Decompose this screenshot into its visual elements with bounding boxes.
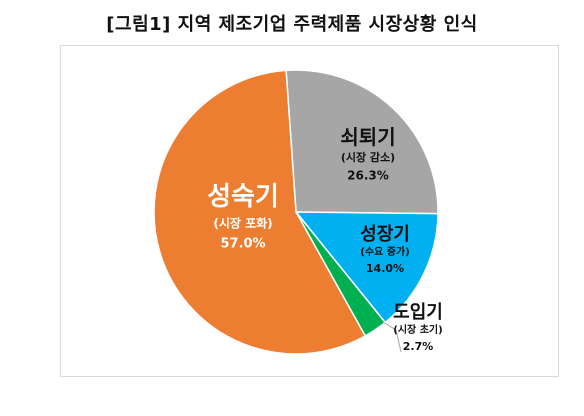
slice-value-label: 14.0%	[366, 262, 404, 275]
slice-value-label: 26.3%	[347, 169, 389, 183]
slice-label: 성숙기	[207, 182, 279, 212]
slice-sublabel: (수요 증가)	[360, 245, 409, 258]
slice-value-label: 2.7%	[403, 340, 434, 353]
chart-title: [그림1] 지역 제조기업 주력제품 시장상황 인식	[106, 14, 478, 35]
slice-sublabel: (시장 감소)	[341, 150, 395, 164]
slice-label: 성장기	[360, 224, 410, 245]
slice-label: 도입기	[393, 301, 443, 323]
pie-slice	[285, 69, 439, 215]
slice-sublabel: (시장 포화)	[213, 216, 272, 231]
slice-value-label: 57.0%	[220, 237, 265, 252]
slice-label: 쇠퇴기	[340, 125, 395, 149]
slice-sublabel: (시장 초기)	[393, 323, 442, 336]
pie-slice	[294, 211, 439, 324]
leader-line	[382, 321, 402, 353]
pie-slice	[153, 69, 367, 355]
